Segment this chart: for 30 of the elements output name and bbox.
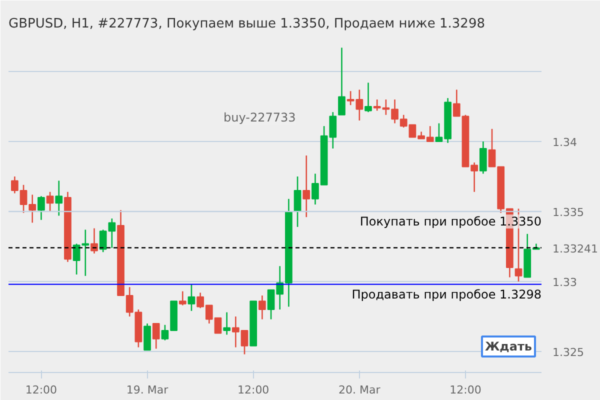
annotation: buy-227733	[224, 110, 296, 124]
candlestick	[188, 284, 196, 312]
x-tick-label: 12:00	[25, 384, 58, 396]
candlestick	[55, 180, 63, 216]
y-tick-label: 1.33	[552, 276, 577, 289]
x-tick-label: 19. Mar	[126, 384, 169, 396]
ref-line-label: Покупать при пробое 1.3350	[360, 214, 542, 228]
candlestick	[364, 82, 372, 113]
candlestick	[178, 290, 186, 306]
candlestick	[479, 140, 487, 174]
candlestick	[302, 154, 310, 218]
candlestick	[46, 191, 54, 212]
x-tick-label: 12:00	[237, 384, 270, 396]
y-tick-label: 1.335	[552, 206, 584, 219]
candlestick	[152, 322, 160, 350]
x-tick-label: 12:00	[450, 384, 482, 396]
candlestick	[338, 47, 346, 116]
candlestick	[38, 195, 45, 221]
y-tick-label: 1.325	[552, 346, 584, 359]
candlestick	[258, 294, 266, 320]
candlestick	[144, 322, 151, 351]
candlestick	[223, 312, 231, 336]
candlestick	[294, 176, 302, 228]
ref-line-label: Продавать при пробое 1.3298	[352, 287, 542, 302]
x-tick-label: 20. Mar	[338, 384, 381, 396]
chart-title: GBPUSD, H1, #227773, Покупаем выше 1.3350, Продаем ниже 1.3298	[8, 16, 485, 32]
y-tick-label: 1.34	[552, 136, 577, 149]
candlestick	[90, 228, 98, 254]
annotation: Ждать	[484, 340, 532, 354]
ref-line-label: 1.33241	[552, 242, 598, 256]
